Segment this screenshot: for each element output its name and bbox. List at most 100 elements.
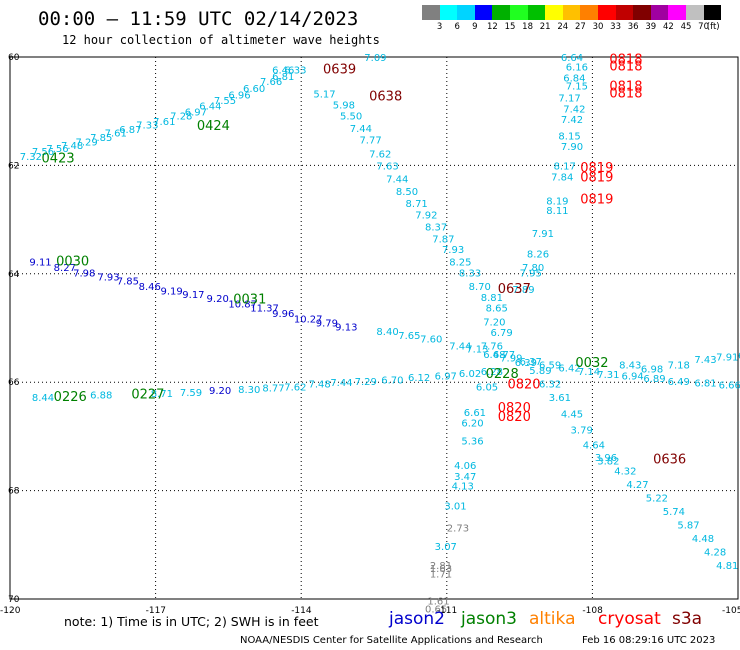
wave-height-value: 7.93 xyxy=(97,272,119,283)
wave-height-value: 9.17 xyxy=(182,290,204,301)
sat-altika-label: altika xyxy=(529,609,576,629)
wave-height-value: 1.71 xyxy=(430,569,452,580)
wave-height-value: 8.70 xyxy=(469,282,491,293)
wave-height-value: 7.43 xyxy=(694,355,716,366)
pass-time-label: 0820 xyxy=(507,378,540,393)
generated-timestamp: Feb 16 08:29:16 UTC 2023 xyxy=(582,635,716,646)
wave-height-value: 8.43 xyxy=(619,361,641,372)
pass-time-label: 0638 xyxy=(369,89,402,104)
page-title: 00:00 — 11:59 UTC 02/14/2023 xyxy=(38,8,359,30)
wave-height-value: 6.97 xyxy=(185,108,207,119)
pass-time-labels: 0423042406390638081808180818081808190819… xyxy=(42,53,687,468)
wave-height-value: 6.96 xyxy=(228,91,250,102)
wave-height-value: 6.77 xyxy=(493,350,515,361)
wave-height-value: 7.62 xyxy=(369,149,391,160)
lat-tick-label: 68 xyxy=(8,487,20,497)
lat-tick-label: 66 xyxy=(8,378,20,388)
wave-height-value: 7.63 xyxy=(376,162,398,173)
wave-height-value: 7.98 xyxy=(73,269,95,280)
wave-height-value: 7.87 xyxy=(432,234,454,245)
wave-height-value: 1.61 xyxy=(427,596,449,607)
legend-swatch xyxy=(492,5,510,20)
wave-height-value: 7.66 xyxy=(260,77,282,88)
wave-height-value: 6.02 xyxy=(459,369,481,380)
wave-height-value: 8.65 xyxy=(486,304,508,315)
wave-height-value: 7.42 xyxy=(561,115,583,126)
wave-height-value: 6.81 xyxy=(694,379,716,390)
wave-height-value: 8.81 xyxy=(481,293,503,304)
wave-height-value: 7.62 xyxy=(284,382,306,393)
wave-height-value: 7.13 xyxy=(466,344,488,355)
pass-time-label: 0639 xyxy=(323,62,356,77)
wave-height-value: 9.20 xyxy=(209,386,231,397)
pass-time-label: 0030 xyxy=(56,255,89,270)
legend-label: 30 xyxy=(592,22,604,32)
wave-height-value: 7.85 xyxy=(90,133,112,144)
wave-height-value: 7.65 xyxy=(398,331,420,342)
wave-height-value: 6.66 xyxy=(719,381,740,392)
legend-label: 36 xyxy=(627,22,639,32)
pass-time-label: 0032 xyxy=(575,356,608,371)
wave-height-value: 6.88 xyxy=(90,390,112,401)
wave-height-value: 6.44 xyxy=(199,102,221,113)
wave-height-value: 7.80 xyxy=(522,263,544,274)
wave-height-value: 4.64 xyxy=(583,440,605,451)
wave-height-value: 3.82 xyxy=(597,457,619,468)
legend-swatch xyxy=(457,5,475,20)
wave-height-value: 6.84 xyxy=(563,73,585,84)
legend-swatch xyxy=(597,5,616,20)
legend-swatch xyxy=(685,5,704,20)
legend-label: 15 xyxy=(504,22,516,32)
map-grid xyxy=(10,57,738,599)
wave-height-value: 8.71 xyxy=(406,199,428,210)
wave-height-value: 5.22 xyxy=(646,493,668,504)
wave-height-value: 7.59 xyxy=(180,388,202,399)
wave-height-value: 5.98 xyxy=(333,100,355,111)
pass-time-label: 0423 xyxy=(42,152,75,167)
wave-height-value: 8.33 xyxy=(459,269,481,280)
wave-height-value: 7.84 xyxy=(551,173,573,184)
sat-jason3-label: jason3 xyxy=(461,609,517,629)
wave-height-value: 4.28 xyxy=(704,548,726,559)
wave-height-value: 8.26 xyxy=(527,250,549,261)
wave-height-value: 6.37 xyxy=(520,357,542,368)
wave-height-value: 5.89 xyxy=(529,366,551,377)
legend-label: 21 xyxy=(539,22,551,32)
pass-time-label: 0819 xyxy=(580,171,613,186)
lat-tick-label: 62 xyxy=(8,161,19,171)
legend-swatch xyxy=(668,5,686,20)
wave-height-value: 7.91 xyxy=(716,353,738,364)
wave-height-value: 4.81 xyxy=(716,561,738,572)
lon-tick-label: -117 xyxy=(146,606,166,616)
legend-swatch xyxy=(650,5,669,20)
wave-height-value: 7.76 xyxy=(481,342,503,353)
legend-swatch xyxy=(580,5,598,20)
wave-height-value: 6.87 xyxy=(119,125,141,136)
wave-height-value: 8.11 xyxy=(546,206,568,217)
pass-time-label: 0636 xyxy=(653,453,686,468)
wave-height-value: 6.81 xyxy=(272,72,294,83)
pass-time-label: 0820 xyxy=(498,410,531,425)
wave-height-value: 8.50 xyxy=(396,187,418,198)
wave-height-value: 4.06 xyxy=(454,461,476,472)
lon-tick-label: -105 xyxy=(722,606,740,616)
lon-tick-label: -108 xyxy=(582,606,603,616)
legend-label: 27 xyxy=(574,22,586,32)
wave-height-value: 6.12 xyxy=(408,373,430,384)
wave-height-value: 7.18 xyxy=(668,361,690,372)
legend-label: 3 xyxy=(436,22,443,32)
wave-height-value: 3.01 xyxy=(444,502,466,513)
wave-height-value: 8.46 xyxy=(139,282,161,293)
legend-swatch xyxy=(545,5,563,20)
wave-height-value: 6.05 xyxy=(476,382,498,393)
color-scale-labels: 3 6 9 12 15 18 21 24 27 30 33 36 39 42 45 70 (ft) xyxy=(422,22,740,34)
wave-height-value: 4.48 xyxy=(692,534,714,545)
footer-note: note: 1) Time is in UTC; 2) SWH is in fe… xyxy=(64,614,319,629)
wave-height-value: 7.32 xyxy=(20,152,42,163)
wave-height-value: 6.42 xyxy=(558,363,580,374)
wave-height-value: 10.87 xyxy=(228,299,257,310)
map-frame xyxy=(9,56,739,600)
wave-height-value: 7.28 xyxy=(170,111,192,122)
pass-time-label: 0818 xyxy=(609,80,642,95)
